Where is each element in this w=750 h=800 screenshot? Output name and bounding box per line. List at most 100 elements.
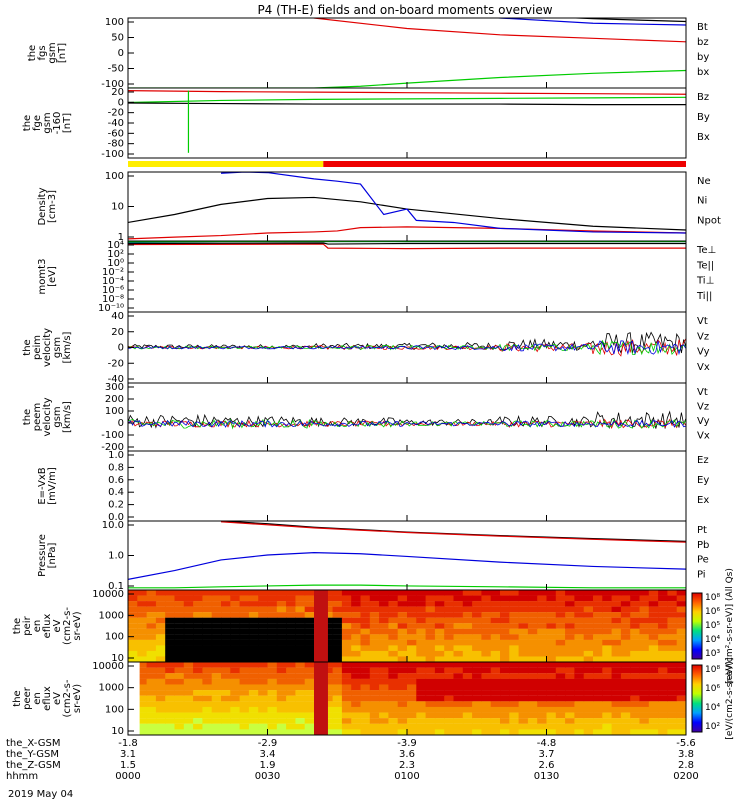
peir-cell [193,601,203,607]
peer-cell [379,729,389,735]
peir-cell [388,634,399,640]
y-label-line: Density [37,187,48,225]
peer-cell [667,667,678,674]
peer-cell [527,706,538,713]
peer-cell [648,667,659,674]
legend-Te||: Te|| [696,260,714,271]
peir-cell [648,595,659,602]
peer-cell [239,706,250,713]
peir-cell [221,590,231,596]
peer-cell [472,662,482,668]
peer-cell [369,690,380,696]
peer-cell [649,735,659,741]
peer-cell [537,723,547,730]
peer-cell [304,684,315,691]
peer-cell [165,695,175,702]
y-tick-label: 10⁻⁸ [102,294,124,305]
peer-cell [648,690,659,696]
peer-cell [276,690,287,696]
series-by [128,69,686,88]
peir-cell [248,612,259,618]
y-axis-label: Density [cm-3] [37,187,58,225]
peer-cell [286,673,296,679]
peir-cell [602,628,613,635]
peir-cell [472,601,482,607]
peir-cell [639,606,650,613]
peer-cell [183,701,194,708]
peir-cell [620,606,631,613]
date-label: 2019 May 04 [8,789,73,800]
peer-cell [639,695,650,702]
peir-cell [332,650,343,657]
peir-cell [593,612,603,618]
peer-cell [388,718,399,724]
peir-cell [481,645,492,652]
peer-cell [341,690,352,696]
peer-cell [332,706,343,713]
peir-cell [648,623,659,629]
peir-cell [537,612,547,618]
peir-cell [183,656,194,662]
peer-cell [248,690,259,696]
peir-cell [630,639,640,646]
colorbar-tick-label: 10⁶ [705,684,720,694]
peer-cell [639,723,650,730]
peir-cell [555,639,566,646]
peir-cell [611,639,622,646]
peir-cell [397,595,408,602]
peir-cell [174,617,185,624]
x-column-value: 0200 [673,771,698,782]
peer-cell [676,690,686,696]
peir-cell [155,595,166,602]
peir-cell [658,634,668,640]
peir-cell [462,590,473,596]
peir-cell [648,639,659,646]
peer-cell [648,701,659,708]
peer-cell [304,706,315,713]
peir-cell [248,639,259,646]
peir-cell [332,612,343,618]
peer-cell [500,673,510,679]
peer-cell [648,678,659,685]
peir-cell [155,656,166,662]
peer-cell [174,706,185,713]
peir-cell [518,601,529,607]
peer-cell [583,718,594,724]
peir-cell [230,623,241,629]
peir-cell [407,628,417,635]
peir-cell [239,601,250,607]
peer-cell [276,673,287,679]
peer-spectrogram [128,662,686,741]
peer-cell [183,712,194,719]
peer-cell [351,718,361,724]
peer-cell [416,684,427,691]
peir-cell [555,656,566,662]
peir-cell [602,650,613,657]
peer-cell [360,678,371,685]
peir-cell [630,606,640,613]
legend-bx: bx [697,67,709,78]
peer-cell [583,690,594,696]
peir-cell [155,590,166,596]
peer-cell [444,684,454,691]
peir-cell [639,590,650,596]
peir-cell [527,656,538,662]
y-tick-label: 100 [105,632,124,643]
peer-cell [397,723,408,730]
peer-cell [174,662,185,668]
peer-cell [295,662,306,668]
peir-cell [676,612,686,618]
peir-cell [165,595,175,602]
peir-cell [537,650,547,657]
peer-cell [183,706,194,713]
peir-cell [434,595,445,602]
peir-cell [221,634,231,640]
peer-cell [611,678,622,685]
peir-cell [555,628,566,635]
peer-cell [155,695,166,702]
peir-cell [611,656,622,662]
peir-cell [565,628,575,635]
peir-cell [360,590,371,596]
